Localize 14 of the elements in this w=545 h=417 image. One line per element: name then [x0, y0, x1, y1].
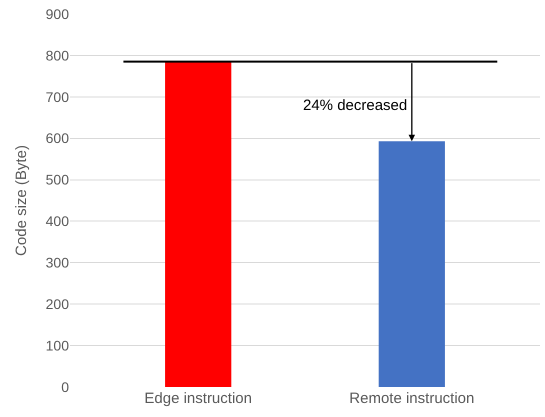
y-tick-label: 900 — [46, 6, 70, 22]
y-tick-label: 300 — [46, 254, 70, 271]
y-tick-label: 600 — [46, 130, 70, 146]
x-tick-label: Edge instruction — [144, 390, 252, 407]
y-tick-label: 700 — [46, 88, 70, 105]
y-tick-label: 0 — [61, 378, 70, 395]
y-tick-label: 400 — [46, 213, 70, 230]
y-tick-label: 200 — [46, 296, 70, 312]
annotation: 24% decreased — [303, 97, 408, 114]
y-tick-label: 100 — [46, 337, 70, 354]
x-tick-label: Remote instruction — [349, 390, 474, 407]
y-tick-label: 500 — [46, 172, 70, 188]
y-axis-title: Code size (Byte) — [12, 145, 30, 256]
y-tick-label: 800 — [46, 47, 70, 64]
